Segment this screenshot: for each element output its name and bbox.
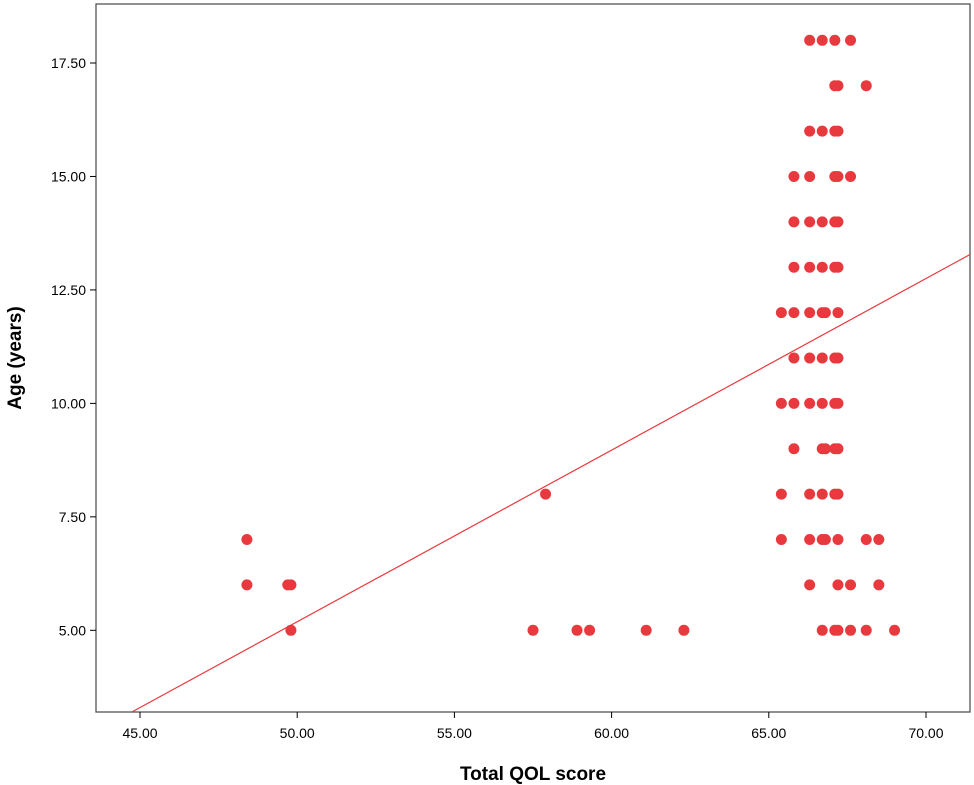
y-tick-label: 10.00 (51, 395, 86, 411)
data-point (285, 579, 297, 591)
data-point (832, 125, 844, 137)
data-point (788, 397, 800, 409)
data-point (873, 579, 885, 591)
fit-line-layer (131, 253, 971, 713)
data-point (804, 579, 816, 591)
y-tick-label: 5.00 (59, 622, 86, 638)
x-axis-title: Total QOL score (460, 764, 606, 785)
data-point (804, 352, 816, 364)
data-point (845, 624, 857, 636)
y-tick-label: 17.50 (51, 55, 86, 71)
data-point (816, 261, 828, 273)
y-tick-label: 15.00 (51, 168, 86, 184)
x-tick-label: 50.00 (280, 725, 315, 741)
data-point (819, 443, 831, 455)
data-point (819, 534, 831, 546)
data-point (860, 534, 872, 546)
data-point (804, 397, 816, 409)
data-point (804, 307, 816, 319)
data-point (804, 261, 816, 273)
data-point (788, 170, 800, 182)
data-point (845, 170, 857, 182)
data-point (775, 307, 787, 319)
data-point (832, 534, 844, 546)
data-point (832, 170, 844, 182)
data-point (832, 624, 844, 636)
data-point (788, 261, 800, 273)
data-point (832, 443, 844, 455)
data-point (819, 307, 831, 319)
data-point (816, 125, 828, 137)
data-point (804, 216, 816, 228)
x-axis: 45.00 50.00 55.00 60.00 65.00 70.00 (122, 712, 944, 741)
data-point (816, 624, 828, 636)
data-point (860, 80, 872, 92)
x-tick-label: 65.00 (751, 725, 786, 741)
x-tick-label: 70.00 (908, 725, 943, 741)
data-point (788, 443, 800, 455)
data-point (788, 307, 800, 319)
data-point (829, 34, 841, 46)
data-point (873, 534, 885, 546)
data-point (860, 624, 872, 636)
data-point (832, 261, 844, 273)
data-point (832, 307, 844, 319)
y-axis-title: Age (years) (5, 306, 26, 410)
data-point (816, 216, 828, 228)
data-point (832, 352, 844, 364)
data-point (678, 624, 690, 636)
data-point (241, 579, 253, 591)
data-point (640, 624, 652, 636)
data-point (804, 170, 816, 182)
data-point (527, 624, 539, 636)
data-point (816, 34, 828, 46)
x-tick-label: 60.00 (594, 725, 629, 741)
data-point (832, 488, 844, 500)
fit-line (131, 253, 971, 713)
data-point (832, 216, 844, 228)
data-point (816, 352, 828, 364)
x-tick-label: 55.00 (437, 725, 472, 741)
data-point (775, 534, 787, 546)
data-point (832, 80, 844, 92)
data-point (804, 488, 816, 500)
data-point (788, 352, 800, 364)
y-tick-label: 12.50 (51, 282, 86, 298)
data-point (889, 624, 901, 636)
y-tick-label: 7.50 (59, 509, 86, 525)
data-point (845, 34, 857, 46)
data-point (832, 579, 844, 591)
data-point (775, 488, 787, 500)
data-point (775, 397, 787, 409)
data-point (804, 534, 816, 546)
data-point (804, 125, 816, 137)
data-point (788, 216, 800, 228)
data-point (845, 579, 857, 591)
data-point (832, 397, 844, 409)
data-point (540, 488, 552, 500)
data-point (804, 34, 816, 46)
data-point (816, 397, 828, 409)
y-axis: 5.00 7.50 10.00 12.50 15.00 17.50 (51, 55, 96, 638)
data-point (241, 534, 253, 546)
x-tick-label: 45.00 (122, 725, 157, 741)
data-point (571, 624, 583, 636)
data-point (285, 624, 297, 636)
data-point (816, 488, 828, 500)
data-point (584, 624, 596, 636)
points-layer (241, 34, 901, 636)
